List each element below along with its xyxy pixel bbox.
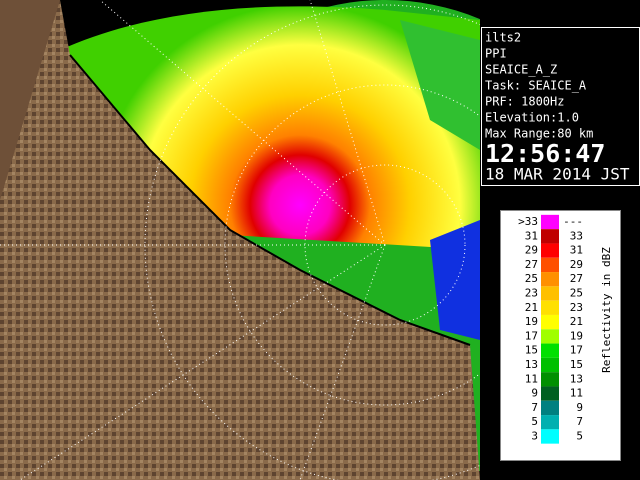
legend-high: 21 <box>570 315 583 328</box>
legend-high: 33 <box>570 229 583 242</box>
legend-swatch <box>541 415 559 430</box>
info-line: PPI <box>485 47 507 61</box>
legend-swatch <box>541 243 559 258</box>
info-line: SEAICE_A_Z <box>485 63 557 77</box>
legend-high: --- <box>563 215 583 228</box>
terrain <box>0 0 480 480</box>
legend-low: 27 <box>525 258 538 271</box>
legend-high: 7 <box>576 415 583 428</box>
info-line: ilts2 <box>485 31 521 45</box>
legend-high: 19 <box>570 329 583 342</box>
legend-high: 23 <box>570 301 583 314</box>
legend-swatch <box>541 314 559 330</box>
legend-box <box>500 210 621 461</box>
info-panel: ilts2 PPI SEAICE_A_Z Task: SEAICE_A PRF: 180… <box>485 31 593 141</box>
info-line: PRF: 1800Hz <box>485 95 564 109</box>
legend-high: 13 <box>570 372 583 385</box>
legend-high: 9 <box>576 401 583 414</box>
coastline <box>69 54 471 346</box>
legend-low: 23 <box>525 287 538 300</box>
legend-low: 9 <box>531 387 538 400</box>
sea <box>430 220 480 340</box>
legend-low: >33 <box>518 215 538 228</box>
legend-swatch <box>541 257 559 273</box>
legend-swatch <box>541 286 559 301</box>
legend-low: 31 <box>525 229 538 242</box>
terrain-edge <box>0 0 60 200</box>
legend-swatch <box>541 429 559 444</box>
legend-swatch <box>541 372 559 387</box>
legend-low: 19 <box>525 315 538 328</box>
info-line: Elevation:1.0 <box>485 111 579 125</box>
echo-edge <box>400 20 480 150</box>
legend-low: 13 <box>525 358 538 371</box>
time: 12:56:47 <box>485 139 605 168</box>
legend-high: 17 <box>570 344 583 357</box>
legend-low: 25 <box>525 272 538 285</box>
legend-low: 29 <box>525 244 538 257</box>
info-line: Max Range:80 km <box>485 127 593 141</box>
legend-low: 15 <box>525 344 538 357</box>
legend-high: 15 <box>570 358 583 371</box>
legend-high: 29 <box>570 258 583 271</box>
legend-high: 25 <box>570 287 583 300</box>
legend-title: Reflectivity in dBZ <box>600 247 613 373</box>
legend-swatch <box>541 357 559 373</box>
date: 18 MAR 2014 JST <box>485 165 630 184</box>
legend-swatch <box>541 300 559 315</box>
legend-high: 11 <box>570 387 583 400</box>
legend-low: 17 <box>525 329 538 342</box>
legend-low: 7 <box>531 401 538 414</box>
info-line: Task: SEAICE_A <box>485 79 587 93</box>
echo-area <box>60 6 480 250</box>
legend-swatch <box>541 272 559 287</box>
range-rings <box>0 0 480 480</box>
legend-low: 21 <box>525 301 538 314</box>
legend-high: 5 <box>576 430 583 443</box>
legend-swatch <box>541 386 559 401</box>
legend-low: 5 <box>531 415 538 428</box>
info-box <box>481 27 640 186</box>
legend-swatch <box>541 343 559 358</box>
legend-swatch <box>541 214 559 230</box>
legend-swatch <box>541 329 559 344</box>
legend-high: 31 <box>570 244 583 257</box>
legend-swatch <box>541 400 559 416</box>
legend-low: 3 <box>531 430 538 443</box>
legend-high: 27 <box>570 272 583 285</box>
legend-swatch <box>541 229 559 244</box>
legend-low: 11 <box>525 372 538 385</box>
